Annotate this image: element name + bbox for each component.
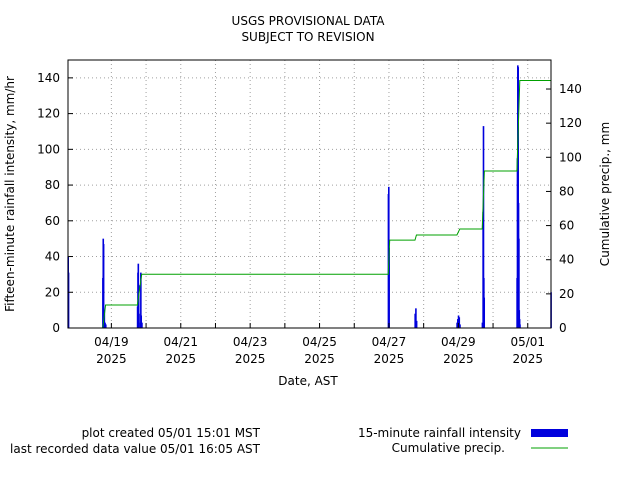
y-axis-label-right: Cumulative precip., mm	[598, 122, 612, 266]
intensity-bar	[482, 126, 485, 329]
intensity-bar	[103, 310, 106, 328]
x-tick-label-year: 2025	[304, 352, 335, 366]
x-tick-label-year: 2025	[512, 352, 543, 366]
x-tick-label-year: 2025	[165, 352, 196, 366]
footnote-last-recorded: last recorded data value 05/01 16:05 AST	[10, 442, 261, 456]
intensity-bar	[415, 308, 417, 328]
y-tick-label-left: 140	[37, 71, 60, 85]
grid	[68, 60, 551, 328]
legend-swatch-intensity	[531, 429, 568, 437]
intensity-bar	[483, 297, 486, 328]
y-tick-label-right: 0	[559, 321, 567, 335]
intensity-bar	[140, 315, 143, 328]
intensity-bar	[518, 310, 521, 328]
intensity-bar	[388, 247, 390, 328]
x-tick-label-date: 04/25	[302, 335, 337, 349]
y-tick-label-left: 80	[45, 178, 60, 192]
y-axis-label-left: Fifteen-minute rainfall intensity, mm/hr	[3, 76, 17, 312]
intensity-bar	[518, 238, 520, 328]
x-tick-label-year: 2025	[96, 352, 127, 366]
intensity-bar	[67, 272, 70, 328]
x-tick-label-year: 2025	[443, 352, 474, 366]
y-tick-label-left: 120	[37, 107, 60, 121]
x-tick-label-year: 2025	[374, 352, 405, 366]
intensity-bar	[138, 313, 140, 328]
y-tick-label-right: 120	[559, 116, 582, 130]
y-tick-label-right: 140	[559, 82, 582, 96]
y-tick-label-right: 40	[559, 253, 574, 267]
intensity-bar	[102, 244, 105, 328]
intensity-bar	[518, 319, 521, 328]
chart-title-line-2: SUBJECT TO REVISION	[241, 30, 374, 44]
intensity-bar	[517, 67, 519, 328]
intensity-bar	[458, 317, 461, 328]
y-tick-label-right: 80	[559, 184, 574, 198]
cumulative-precip-line	[68, 79, 551, 329]
intensity-bar	[415, 320, 418, 328]
footnote-plot-created: plot created 05/01 15:01 MST	[82, 426, 261, 440]
legend: 15-minute rainfall intensity Cumulative …	[358, 426, 568, 455]
legend-label-cumulative: Cumulative precip.	[392, 441, 505, 455]
intensity-bar	[519, 324, 521, 328]
x-tick-label-date: 04/21	[163, 335, 198, 349]
x-tick-label-date: 04/27	[372, 335, 407, 349]
intensity-bar	[459, 324, 461, 328]
x-tick-label-date: 04/19	[94, 335, 129, 349]
y-tick-label-right: 60	[559, 219, 574, 233]
y-tick-label-left: 60	[45, 214, 60, 228]
x-tick-label-date: 05/01	[510, 335, 545, 349]
y-tick-label-right: 20	[559, 287, 574, 301]
x-tick-label-date: 04/23	[233, 335, 268, 349]
axis-ticks: 0 20 40 60 80 100 120 140 0 20 40 60 80 100 120 140 04/1…	[37, 71, 582, 366]
x-tick-label-date: 04/29	[441, 335, 476, 349]
intensity-bar	[104, 324, 107, 328]
y-tick-label-left: 40	[45, 250, 60, 264]
y-tick-label-left: 100	[37, 142, 60, 156]
intensity-bar	[141, 322, 143, 328]
intensity-bar	[140, 272, 142, 328]
plot-frame	[67, 59, 552, 329]
cumulative-line-layer	[68, 79, 551, 329]
intensity-bar	[137, 285, 140, 328]
x-axis-label: Date, AST	[278, 374, 338, 388]
x-tick-label-year: 2025	[235, 352, 266, 366]
y-tick-label-left: 0	[52, 321, 60, 335]
y-tick-label-left: 20	[45, 285, 60, 299]
y-tick-label-right: 100	[559, 150, 582, 164]
legend-label-intensity: 15-minute rainfall intensity	[358, 426, 521, 440]
chart-title-line-1: USGS PROVISIONAL DATA	[232, 14, 386, 28]
